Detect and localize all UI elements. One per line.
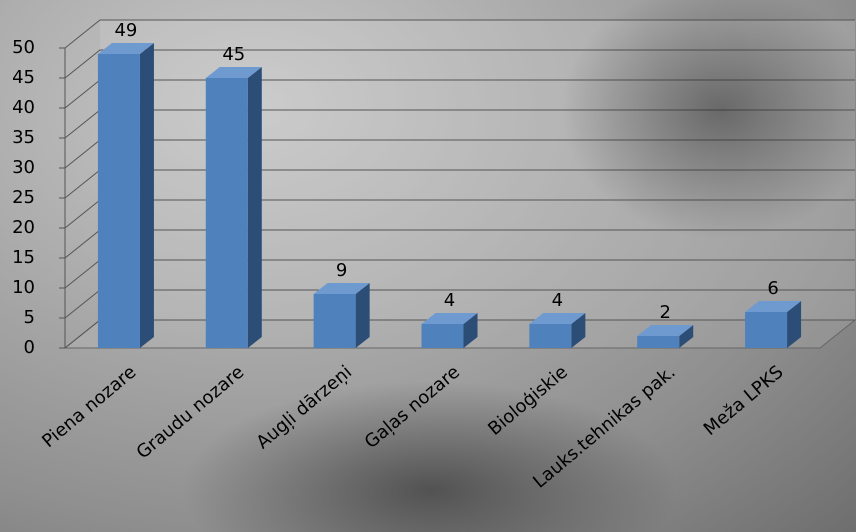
bar-face: [205, 78, 248, 348]
bar: [637, 325, 694, 348]
bar: [745, 301, 802, 348]
value-label: 6: [767, 278, 778, 299]
bar: [97, 43, 154, 348]
bar-face: [205, 67, 262, 78]
bar-face: [421, 324, 464, 348]
bar-face: [787, 301, 802, 348]
x-tick-label: Bioloģiskie: [484, 362, 572, 440]
bar-face: [745, 312, 788, 348]
bar-face: [97, 54, 140, 348]
y-tick-label: 10: [12, 277, 35, 298]
value-label: 45: [222, 44, 245, 65]
x-tick-label: Piena nozare: [38, 362, 140, 452]
y-tick-label: 35: [12, 127, 35, 148]
bar-face: [421, 313, 478, 324]
bar-face: [247, 67, 262, 348]
value-label: 49: [114, 20, 137, 41]
value-label: 9: [336, 260, 347, 281]
bar: [421, 313, 478, 348]
y-tick-label: 50: [12, 37, 35, 58]
x-tick-label: Augļi dārzeņi: [252, 362, 356, 454]
bar-face: [355, 283, 370, 348]
bar-face: [97, 43, 154, 54]
bar-face: [139, 43, 154, 348]
bar-face: [313, 283, 370, 294]
y-tick-label: 20: [12, 217, 35, 238]
bar-face: [529, 313, 586, 324]
y-tick-label: 40: [12, 97, 35, 118]
y-tick-label: 15: [12, 247, 35, 268]
y-tick-label: 45: [12, 67, 35, 88]
value-label: 2: [659, 302, 670, 323]
bar-face: [679, 325, 694, 348]
bar: [205, 67, 262, 348]
x-tick-label: Graudu nozare: [133, 362, 249, 464]
y-tick-label: 5: [24, 307, 35, 328]
y-tick-label: 0: [24, 337, 35, 358]
bar-face: [529, 324, 572, 348]
bar-face: [745, 301, 802, 312]
value-label: 4: [552, 290, 563, 311]
bar: [529, 313, 586, 348]
y-tick-label: 25: [12, 187, 35, 208]
bar-face: [313, 294, 356, 348]
bar-face: [463, 313, 478, 348]
bar-face: [571, 313, 586, 348]
x-tick-label: Meža LPKS: [700, 362, 788, 440]
value-label: 4: [444, 290, 455, 311]
bar-face: [637, 336, 680, 348]
y-tick-label: 30: [12, 157, 35, 178]
bar: [313, 283, 370, 348]
bar-face: [637, 325, 694, 336]
x-tick-label: Gaļas nozare: [361, 362, 464, 453]
